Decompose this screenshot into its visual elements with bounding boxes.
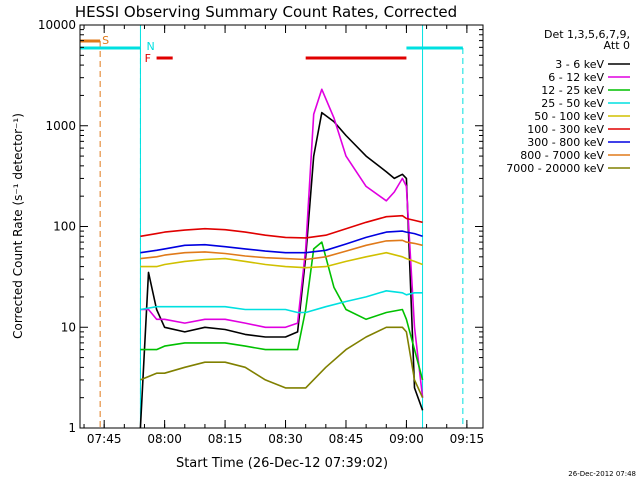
x-tick-label: 08:00	[147, 432, 182, 446]
x-axis: 07:45 08:00 08:15 08:30 08:45 09:00 09:15	[83, 25, 485, 446]
y-tick-label: 10000	[38, 18, 76, 32]
y-tick-label: 10	[61, 320, 76, 334]
x-tick-label: 08:45	[329, 432, 364, 446]
flag-label: F	[145, 52, 151, 65]
x-tick-label: 09:00	[389, 432, 424, 446]
footer-date: 26-Dec-2012 07:48	[568, 470, 636, 478]
x-tick-label: 08:30	[268, 432, 303, 446]
y-axis: 1 10 100 1000 10000	[38, 18, 483, 435]
legend-title: Det 1,3,5,6,7,9,	[544, 28, 630, 41]
series-line	[140, 326, 424, 399]
legend-entry-label: 3 - 6 keV	[555, 58, 604, 71]
series-line	[140, 214, 423, 239]
legend-entry-label: 12 - 25 keV	[541, 84, 604, 97]
series-line	[140, 230, 423, 254]
legend-entry-label: 25 - 50 keV	[541, 97, 604, 110]
chart-title: HESSI Observing Summary Count Rates, Cor…	[75, 3, 457, 21]
series-line	[140, 289, 423, 314]
x-tick-label: 07:45	[87, 432, 122, 446]
y-tick-label: 1000	[45, 119, 76, 133]
legend-entry-label: 800 - 7000 keV	[520, 149, 604, 162]
x-tick-label: 09:15	[450, 432, 485, 446]
legend-entry-label: 300 - 800 keV	[527, 136, 604, 149]
series-line	[140, 251, 423, 269]
legend-entry-label: 100 - 300 keV	[527, 123, 604, 136]
y-axis-label: Corrected Count Rate (s⁻¹ detector⁻¹)	[11, 113, 25, 339]
legend-entry-label: 7000 - 20000 keV	[506, 162, 604, 175]
flag-label: S	[102, 34, 109, 47]
y-tick-label: 100	[53, 220, 76, 234]
flag-label: N	[146, 40, 154, 53]
flag-bars: S FN	[80, 25, 464, 428]
y-tick-label: 1	[68, 421, 76, 435]
series-line	[140, 239, 423, 261]
series-lines	[139, 88, 424, 429]
legend-entry-label: 6 - 12 keV	[548, 71, 604, 84]
legend-entry-label: 50 - 100 keV	[534, 110, 604, 123]
legend-title: Att 0	[604, 39, 630, 52]
series-line	[140, 241, 424, 381]
x-axis-label: Start Time (26-Dec-12 07:39:02)	[176, 456, 388, 471]
series-line	[139, 111, 424, 429]
series-line	[140, 88, 424, 398]
x-tick-label: 08:15	[208, 432, 243, 446]
